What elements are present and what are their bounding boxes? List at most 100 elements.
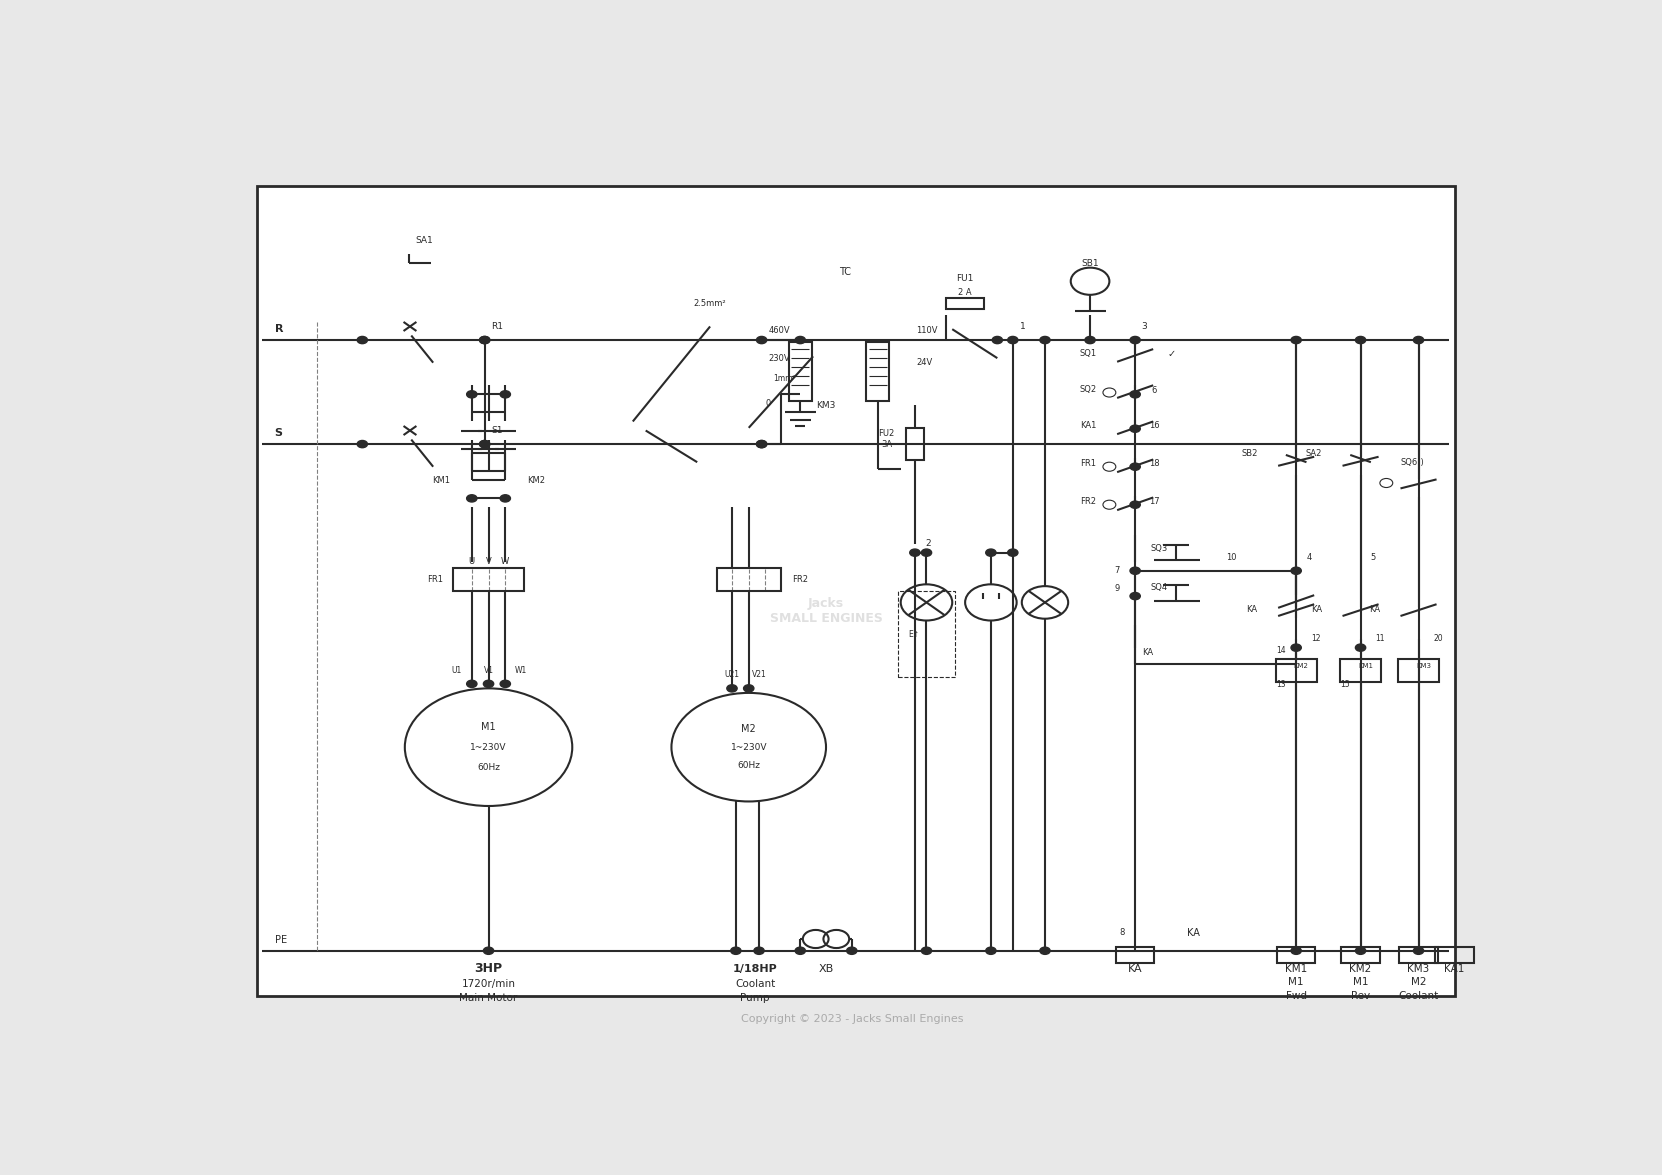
Text: 8: 8 (1120, 928, 1125, 938)
Text: M2: M2 (1411, 978, 1426, 987)
Circle shape (1007, 549, 1017, 556)
Circle shape (480, 336, 490, 343)
Circle shape (1291, 644, 1301, 651)
Circle shape (467, 680, 477, 687)
Text: 3A: 3A (881, 441, 892, 450)
Text: 24V: 24V (916, 358, 932, 367)
Text: Copyright © 2023 - Jacks Small Engines: Copyright © 2023 - Jacks Small Engines (741, 1014, 962, 1023)
Text: KA: KA (1311, 605, 1321, 615)
Circle shape (467, 495, 477, 502)
Circle shape (755, 947, 765, 954)
Text: 4: 4 (1306, 552, 1311, 562)
Text: SA2: SA2 (1306, 449, 1321, 457)
Text: KA: KA (1246, 605, 1258, 615)
Bar (1436, 947, 1474, 964)
Text: 110V: 110V (916, 327, 937, 336)
Bar (1399, 947, 1438, 964)
Text: SQ6(): SQ6() (1399, 458, 1424, 466)
Text: M2: M2 (741, 724, 756, 734)
Bar (1275, 659, 1316, 682)
Text: 5: 5 (1371, 552, 1376, 562)
Text: 7: 7 (1114, 566, 1120, 576)
Circle shape (756, 441, 766, 448)
Circle shape (794, 947, 806, 954)
Circle shape (1413, 947, 1424, 954)
Circle shape (921, 947, 932, 954)
Text: Fwd: Fwd (1286, 991, 1306, 1001)
Text: 1720r/min: 1720r/min (462, 979, 515, 989)
Text: 2: 2 (926, 539, 931, 548)
Circle shape (1085, 336, 1095, 343)
Text: V21: V21 (751, 670, 766, 679)
Text: SB2: SB2 (1242, 449, 1258, 457)
Circle shape (480, 441, 490, 448)
Text: 2.5mm²: 2.5mm² (693, 300, 726, 308)
Bar (906, 428, 924, 459)
Bar (946, 298, 984, 309)
Text: 10: 10 (1227, 552, 1237, 562)
Circle shape (1130, 592, 1140, 599)
Text: 20: 20 (1433, 634, 1443, 643)
Text: V: V (485, 557, 492, 566)
Bar (1115, 947, 1155, 964)
Text: SQ2: SQ2 (1079, 385, 1097, 395)
Text: 17: 17 (1148, 497, 1160, 505)
Text: PE: PE (274, 935, 288, 945)
Text: KA1: KA1 (1080, 422, 1097, 430)
Circle shape (484, 680, 494, 687)
Text: SQ4: SQ4 (1150, 583, 1168, 591)
Text: KM2: KM2 (1350, 963, 1371, 974)
Text: SQ3: SQ3 (1150, 544, 1168, 552)
Text: KM1: KM1 (1285, 963, 1308, 974)
Circle shape (357, 336, 367, 343)
Circle shape (480, 336, 490, 343)
Text: M1: M1 (1353, 978, 1368, 987)
Text: KA: KA (1128, 963, 1142, 974)
Text: Coolant: Coolant (1398, 991, 1439, 1001)
Circle shape (1130, 336, 1140, 343)
Text: FU1: FU1 (956, 274, 974, 283)
Text: 1/18HP: 1/18HP (733, 963, 778, 974)
Text: 1: 1 (1020, 322, 1025, 331)
Text: KA: KA (1142, 647, 1153, 657)
Text: Rev: Rev (1351, 991, 1369, 1001)
Text: XB: XB (818, 963, 834, 974)
Text: KA: KA (1187, 927, 1200, 938)
Text: 13: 13 (1276, 680, 1285, 690)
Circle shape (1413, 336, 1424, 343)
Text: E↑: E↑ (907, 630, 919, 638)
Bar (1340, 659, 1381, 682)
Text: 15: 15 (1340, 680, 1350, 690)
Text: 16: 16 (1148, 421, 1160, 430)
Text: W: W (502, 557, 510, 566)
Circle shape (1291, 947, 1301, 954)
Circle shape (909, 549, 921, 556)
Bar (1276, 947, 1316, 964)
Circle shape (1356, 644, 1366, 651)
Circle shape (846, 947, 858, 954)
Text: KM3: KM3 (816, 401, 836, 410)
Text: 460V: 460V (768, 327, 789, 336)
Text: KM2: KM2 (1293, 663, 1308, 669)
Text: U21: U21 (725, 670, 740, 679)
Text: 3HP: 3HP (474, 962, 502, 975)
Text: U1: U1 (450, 666, 462, 674)
Text: FR2: FR2 (793, 576, 808, 584)
Text: V1: V1 (484, 666, 494, 674)
Text: W1: W1 (515, 666, 527, 674)
Circle shape (1291, 568, 1301, 575)
Circle shape (484, 947, 494, 954)
Text: TC: TC (839, 267, 851, 277)
Bar (789, 342, 811, 401)
Circle shape (986, 947, 996, 954)
Circle shape (794, 336, 806, 343)
Circle shape (921, 549, 932, 556)
Circle shape (500, 495, 510, 502)
Bar (897, 591, 956, 677)
Text: SB1: SB1 (1082, 258, 1099, 268)
Text: KM3: KM3 (1416, 663, 1431, 669)
Text: 2 A: 2 A (959, 289, 972, 297)
Text: M1: M1 (482, 723, 495, 732)
Bar (866, 342, 889, 401)
Circle shape (756, 336, 766, 343)
